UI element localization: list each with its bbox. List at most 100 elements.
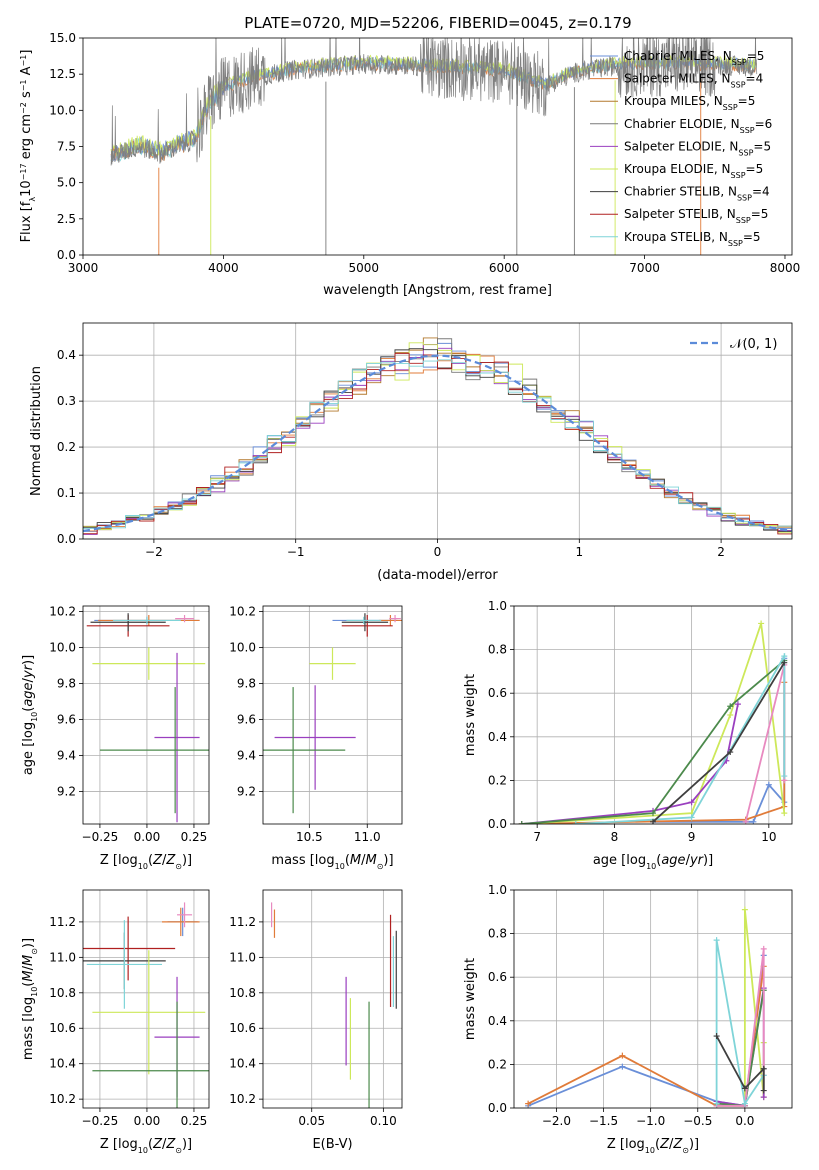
x-axis-label: Z [log10(Z/Z⊙)]	[100, 1137, 192, 1155]
x-tick-label: 6000	[489, 261, 520, 275]
x-axis-label: E(B-V)	[312, 1137, 352, 1152]
data-marker	[741, 1085, 748, 1092]
error-bar-point	[154, 652, 200, 823]
error-bar-point	[92, 647, 206, 680]
x-tick-label: −2.0	[542, 1114, 571, 1128]
legend-entry: Kroupa ELODIE, NSSP=5	[624, 162, 763, 180]
y-tick-label: 0.2	[57, 440, 76, 454]
weight-series-line	[715, 1035, 765, 1091]
y-tick-label: 10.8	[229, 986, 256, 1000]
grid-lines	[83, 606, 209, 824]
x-tick-label: −1.0	[636, 1114, 665, 1128]
chart-z-mass: −0.25 0.00 0.25 10.2 10.4 10.6 10.8 11.0 11.2 Z […	[21, 889, 210, 1155]
data-marker	[713, 937, 720, 944]
x-tick-label: 7	[533, 830, 541, 844]
weight-series-line	[575, 652, 786, 824]
x-axis-label: Z [log10(Z/Z⊙)]	[607, 1137, 699, 1155]
y-tick-label: 10.2	[229, 604, 256, 618]
legend-entry: Chabrier STELIB, NSSP=4	[624, 185, 770, 203]
data-marker	[727, 703, 734, 710]
weight-series-line	[521, 703, 739, 824]
y-tick-label: 0.3	[57, 394, 76, 408]
y-tick-label: 9.4	[57, 749, 76, 763]
legend-entry: Salpeter ELODIE, NSSP=5	[624, 139, 771, 157]
axes-frame	[82, 37, 793, 256]
y-tick-label: 10.6	[229, 1021, 256, 1035]
data-marker	[525, 1100, 532, 1107]
y-tick-label: 0.0	[57, 532, 76, 546]
plot-area	[263, 613, 402, 814]
legend-entry: Kroupa STELIB, NSSP=5	[624, 230, 761, 248]
y-tick-label: 9.4	[237, 749, 256, 763]
y-tick-label: 10.0	[49, 103, 76, 117]
data-marker	[781, 653, 788, 660]
y-tick-label: 10.0	[49, 640, 76, 654]
y-tick-label: 11.2	[49, 915, 76, 929]
chart-mass-age: 10.5 11.0 9.2 9.4 9.6 9.8 10.0 10.2 mass [log10(…	[229, 604, 403, 871]
data-marker	[781, 810, 788, 817]
data-marker	[688, 799, 695, 806]
data-marker	[760, 945, 767, 952]
legend-entry: Kroupa MILES, NSSP=5	[624, 94, 755, 112]
plot-area	[83, 902, 209, 1108]
x-tick-label: 0.05	[298, 1114, 325, 1128]
data-marker	[619, 1052, 626, 1059]
weight-series-line	[527, 955, 765, 1107]
data-marker	[758, 620, 765, 627]
x-tick-label: 11.0	[354, 830, 381, 844]
y-axis-label: mass weight	[463, 674, 478, 756]
data-marker	[741, 906, 748, 913]
x-tick-label: 8	[611, 830, 619, 844]
y-tick-label: 1.0	[488, 883, 507, 897]
data-marker	[688, 814, 695, 821]
y-tick-label: 7.5	[57, 140, 76, 154]
chart-ebv-mass: 0.05 0.10 10.2 10.4 10.6 10.8 11.0 11.2 E(B-V)	[229, 889, 403, 1152]
plot-area	[270, 902, 397, 1108]
error-bar-point	[92, 1001, 209, 1108]
error-bar-point	[113, 616, 181, 625]
legend: Chabrier MILES, NSSP=5 Salpeter MILES, NS…	[590, 49, 772, 247]
error-bar-point	[83, 916, 176, 981]
y-tick-label: 0.0	[488, 1101, 507, 1115]
x-tick-label: −1	[287, 545, 305, 559]
y-tick-label: 9.2	[57, 785, 76, 799]
x-tick-label: 0.0	[735, 1114, 754, 1128]
x-tick-label: 7000	[629, 261, 660, 275]
weight-series-line	[521, 682, 786, 824]
legend-entry: Salpeter MILES, NSSP=4	[624, 72, 763, 90]
data-marker	[760, 1087, 767, 1094]
y-tick-label: 1.0	[488, 599, 507, 613]
y-axis-label: age [log10(age/yr)]	[21, 655, 39, 775]
chart-age-weight: 7 8 9 10 0.0 0.2 0.4 0.6 0.8 1.0 age [log10(age/yr…	[463, 599, 793, 871]
error-bar-point	[346, 616, 382, 625]
weight-series-line	[653, 658, 786, 823]
x-tick-label: 0.00	[134, 1114, 161, 1128]
grid-lines	[263, 890, 402, 1108]
data-marker	[518, 821, 525, 824]
legend-entry: Chabrier ELODIE, NSSP=6	[624, 117, 772, 135]
error-bar-point	[309, 647, 356, 680]
data-marker	[760, 1094, 767, 1101]
chart-z-weight: −2.0 −1.5 −1.0 −0.5 0.0 0.0 0.2 0.4 0.6 0.8 1.0 Z […	[463, 883, 793, 1155]
plot-area	[110, 38, 758, 255]
x-axis-label: age [log10(age/yr)]	[593, 853, 713, 871]
weight-series-line	[716, 948, 765, 1107]
x-tick-label: 1	[575, 545, 583, 559]
y-tick-label: 9.2	[237, 785, 256, 799]
y-axis-label: Normed distribution	[29, 366, 44, 496]
x-tick-label: −0.5	[683, 1114, 712, 1128]
grid-lines	[83, 890, 209, 1108]
y-axis-label: mass [log10(M/M⊙)]	[21, 938, 39, 1060]
plot-area	[518, 620, 788, 824]
y-tick-label: 9.8	[237, 676, 256, 690]
x-tick-label: 0	[434, 545, 442, 559]
x-tick-label: 3000	[68, 261, 99, 275]
x-tick-label: −1.5	[589, 1114, 618, 1128]
axes-frame	[513, 889, 793, 1109]
error-bar-point	[263, 687, 346, 814]
grid-lines	[263, 606, 402, 824]
x-tick-label: 10	[761, 830, 776, 844]
x-axis-label: wavelength [Angstrom, rest frame]	[323, 283, 552, 298]
legend-entry: Salpeter STELIB, NSSP=5	[624, 207, 768, 225]
y-tick-label: 0.4	[57, 348, 76, 362]
